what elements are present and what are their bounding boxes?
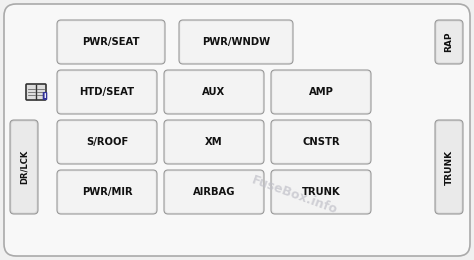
Text: TRUNK: TRUNK (301, 187, 340, 197)
Text: AMP: AMP (309, 87, 333, 97)
FancyBboxPatch shape (10, 120, 38, 214)
FancyBboxPatch shape (57, 20, 165, 64)
FancyBboxPatch shape (58, 22, 164, 62)
FancyBboxPatch shape (437, 22, 462, 62)
Text: FuseBox.info: FuseBox.info (250, 173, 340, 217)
FancyBboxPatch shape (271, 70, 371, 114)
FancyBboxPatch shape (165, 121, 263, 162)
Text: AIRBAG: AIRBAG (193, 187, 235, 197)
FancyBboxPatch shape (435, 120, 463, 214)
FancyBboxPatch shape (164, 170, 264, 214)
FancyBboxPatch shape (58, 121, 155, 162)
Text: PWR/SEAT: PWR/SEAT (82, 37, 140, 47)
FancyBboxPatch shape (57, 170, 157, 214)
FancyBboxPatch shape (11, 121, 36, 212)
FancyBboxPatch shape (26, 84, 46, 100)
Text: DR/LCK: DR/LCK (19, 150, 28, 184)
FancyBboxPatch shape (57, 120, 157, 164)
FancyBboxPatch shape (57, 70, 157, 114)
Text: AUX: AUX (202, 87, 226, 97)
FancyBboxPatch shape (435, 20, 463, 64)
FancyBboxPatch shape (271, 120, 371, 164)
Text: XM: XM (205, 137, 223, 147)
FancyBboxPatch shape (164, 120, 264, 164)
FancyBboxPatch shape (271, 170, 371, 214)
Text: CNSTR: CNSTR (302, 137, 340, 147)
FancyBboxPatch shape (273, 121, 370, 162)
FancyBboxPatch shape (58, 172, 155, 212)
FancyBboxPatch shape (273, 72, 370, 113)
Text: PWR/MIR: PWR/MIR (82, 187, 132, 197)
FancyBboxPatch shape (165, 72, 263, 113)
FancyBboxPatch shape (58, 72, 155, 113)
Text: TRUNK: TRUNK (445, 150, 454, 185)
Text: S/ROOF: S/ROOF (86, 137, 128, 147)
FancyBboxPatch shape (181, 22, 292, 62)
FancyBboxPatch shape (437, 121, 462, 212)
FancyBboxPatch shape (179, 20, 293, 64)
FancyBboxPatch shape (164, 70, 264, 114)
FancyBboxPatch shape (273, 172, 370, 212)
Text: PWR/WNDW: PWR/WNDW (202, 37, 270, 47)
FancyBboxPatch shape (4, 4, 470, 256)
Text: i: i (44, 93, 46, 99)
Text: RAP: RAP (445, 32, 454, 52)
FancyBboxPatch shape (165, 172, 263, 212)
Text: HTD/SEAT: HTD/SEAT (80, 87, 135, 97)
